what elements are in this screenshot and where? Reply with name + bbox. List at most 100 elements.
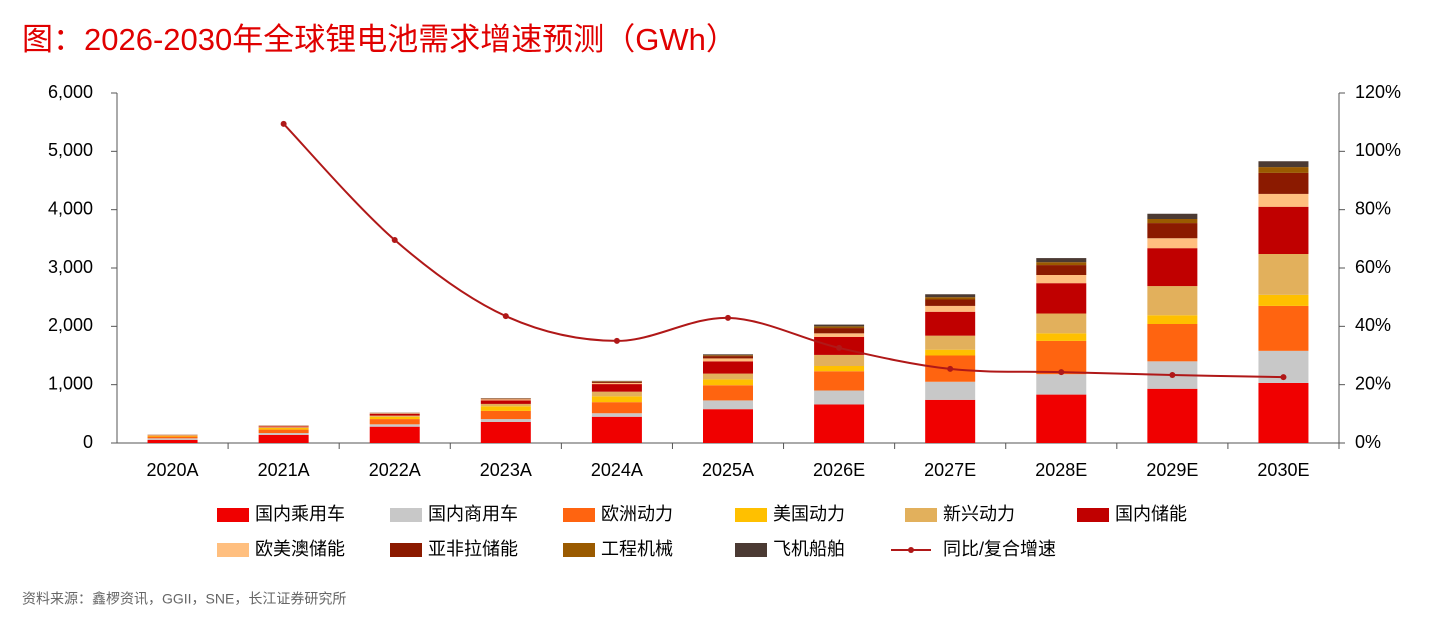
- bar-segment: [1036, 314, 1086, 334]
- legend-swatch: [217, 508, 249, 522]
- bar-segment: [592, 413, 642, 417]
- legend-label: 新兴动力: [943, 504, 1015, 524]
- bar-segment: [814, 391, 864, 405]
- growth-point: [392, 237, 398, 243]
- bar-segment: [925, 350, 975, 356]
- y-tick-label: 3,000: [48, 257, 93, 277]
- growth-point: [1280, 374, 1286, 380]
- bar-segment: [925, 306, 975, 312]
- bar-segment: [1036, 262, 1086, 265]
- y-tick-label: 5,000: [48, 140, 93, 160]
- bar-segment: [925, 294, 975, 297]
- bar-segment: [1036, 333, 1086, 341]
- bar-segment: [1258, 167, 1308, 173]
- x-tick-label: 2022A: [369, 460, 421, 480]
- bar-segment: [1147, 389, 1197, 443]
- growth-point: [1169, 372, 1175, 378]
- legend-swatch: [563, 543, 595, 557]
- bar-segment: [370, 416, 420, 417]
- bar-segment: [1258, 207, 1308, 254]
- bar-segment: [1036, 283, 1086, 313]
- growth-point: [281, 121, 287, 127]
- legend-swatch: [390, 543, 422, 557]
- y2-tick-label: 0%: [1355, 432, 1381, 452]
- bar-segment: [481, 419, 531, 422]
- bar-segment: [148, 440, 198, 443]
- bar-segment: [814, 328, 864, 333]
- bar-segment: [814, 405, 864, 444]
- bar-segment: [814, 333, 864, 337]
- source-note: 资料来源：鑫椤资讯，GGII，SNE，长江证券研究所: [22, 591, 346, 607]
- x-tick-label: 2029E: [1146, 460, 1198, 480]
- y-tick-label: 2,000: [48, 315, 93, 335]
- bar-segment: [148, 437, 198, 439]
- bar-segment: [703, 379, 753, 385]
- bar-segment: [703, 355, 753, 356]
- bar-segment: [259, 435, 309, 443]
- bar-segment: [370, 427, 420, 443]
- bar-segment: [703, 358, 753, 361]
- bar-segment: [481, 399, 531, 400]
- bar-segment: [1147, 286, 1197, 315]
- legend-swatch: [390, 508, 422, 522]
- bar-segment: [925, 336, 975, 350]
- y2-tick-label: 120%: [1355, 82, 1401, 102]
- bar-segment: [592, 384, 642, 392]
- x-tick-label: 2023A: [480, 460, 532, 480]
- bar-segment: [481, 422, 531, 443]
- bar-segment: [259, 433, 309, 435]
- bar-segment: [925, 312, 975, 336]
- bar-segment: [703, 356, 753, 358]
- bar-segment: [703, 354, 753, 355]
- legend-label: 飞机船舶: [773, 539, 845, 559]
- bar-segment: [1258, 194, 1308, 207]
- bar-segment: [814, 326, 864, 328]
- bar-segment: [1147, 219, 1197, 223]
- bar-segment: [592, 392, 642, 397]
- bar-segment: [1258, 254, 1308, 295]
- bar-segment: [481, 411, 531, 419]
- bar-segment: [703, 400, 753, 409]
- bar-segment: [259, 430, 309, 434]
- legend-label: 工程机械: [601, 539, 673, 559]
- bar-segment: [592, 417, 642, 443]
- bar-segment: [148, 438, 198, 439]
- legend-label: 国内商用车: [428, 504, 518, 524]
- bar-segment: [1147, 238, 1197, 248]
- legend-swatch: [735, 543, 767, 557]
- legend-label: 同比/复合增速: [943, 539, 1056, 559]
- bar-segment: [481, 400, 531, 404]
- bar-segment: [1036, 258, 1086, 262]
- legend-swatch: [217, 543, 249, 557]
- bar-segment: [370, 419, 420, 424]
- x-tick-label: 2026E: [813, 460, 865, 480]
- bar-segment: [925, 297, 975, 299]
- bar-segment: [703, 385, 753, 400]
- bar-segment: [1258, 173, 1308, 194]
- x-tick-label: 2020A: [147, 460, 199, 480]
- bar-segment: [814, 355, 864, 366]
- bar-segment: [1258, 161, 1308, 167]
- bar-segment: [592, 402, 642, 413]
- bar-segment: [259, 426, 309, 427]
- y-tick-label: 4,000: [48, 198, 93, 218]
- legend-swatch: [563, 508, 595, 522]
- bar-segment: [1036, 265, 1086, 275]
- bar-segment: [259, 426, 309, 427]
- bar-segment: [592, 383, 642, 384]
- y-tick-label: 0: [83, 432, 93, 452]
- bar-segment: [592, 396, 642, 402]
- bar-segment: [703, 374, 753, 380]
- y2-tick-label: 100%: [1355, 140, 1401, 160]
- bar-segment: [814, 366, 864, 371]
- growth-line: [284, 124, 1284, 377]
- bar-segment: [925, 382, 975, 400]
- bar-segment: [1258, 295, 1308, 306]
- bar-segment: [259, 428, 309, 430]
- bar-segment: [1147, 324, 1197, 361]
- legend-label: 欧美澳储能: [255, 539, 345, 559]
- growth-point: [503, 313, 509, 319]
- legend-swatch: [735, 508, 767, 522]
- bar-segment: [481, 404, 531, 406]
